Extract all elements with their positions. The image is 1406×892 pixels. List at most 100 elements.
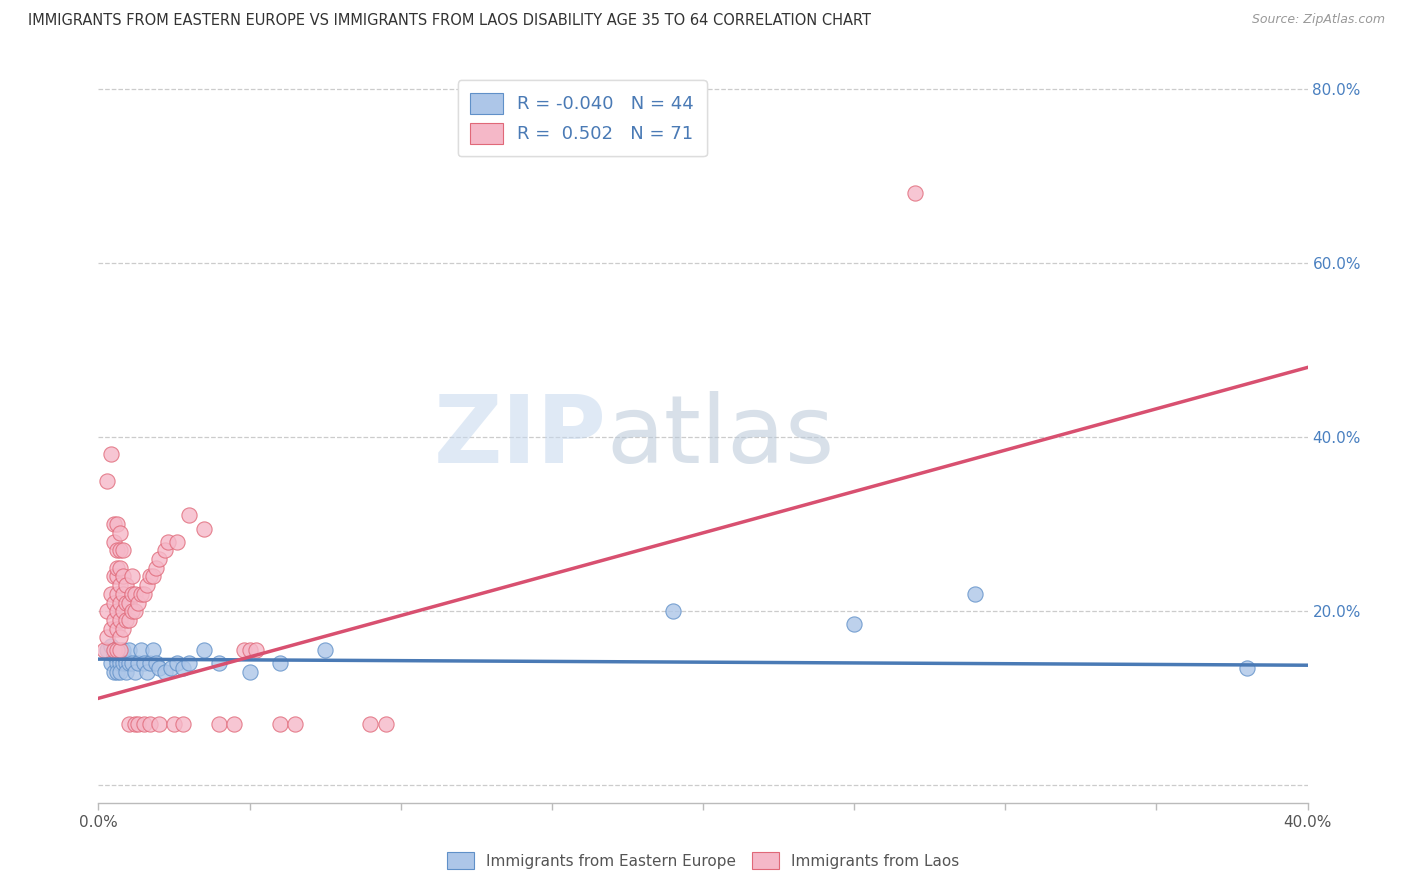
Point: [132, 657, 155, 671]
Legend: R = -0.040   N = 44, R =  0.502   N = 71: R = -0.040 N = 44, R = 0.502 N = 71: [457, 80, 707, 156]
Point: [314, 643, 336, 657]
Point: [105, 622, 128, 636]
Point: [142, 569, 165, 583]
Point: [269, 717, 291, 731]
Point: [111, 604, 134, 618]
Point: [224, 717, 246, 731]
Point: [103, 569, 125, 583]
Point: [108, 643, 131, 657]
Point: [96, 631, 118, 645]
Point: [166, 534, 188, 549]
Point: [118, 717, 141, 731]
Point: [193, 521, 215, 535]
Point: [103, 613, 125, 627]
Legend: Immigrants from Eastern Europe, Immigrants from Laos: Immigrants from Eastern Europe, Immigran…: [440, 846, 966, 875]
Point: [100, 448, 122, 462]
Point: [142, 643, 165, 657]
Point: [360, 717, 382, 731]
Point: [124, 665, 146, 680]
Point: [108, 595, 131, 609]
Point: [111, 569, 134, 583]
Point: [108, 631, 131, 645]
Point: [145, 560, 167, 574]
Point: [103, 643, 125, 657]
Point: [208, 717, 231, 731]
Point: [127, 717, 149, 731]
Point: [111, 587, 134, 601]
Point: [121, 657, 143, 671]
Point: [105, 643, 128, 657]
Point: [132, 717, 155, 731]
Point: [114, 595, 136, 609]
Point: [127, 657, 149, 671]
Point: [103, 643, 125, 657]
Point: [239, 665, 262, 680]
Point: [172, 661, 194, 675]
Point: [118, 595, 141, 609]
Point: [105, 560, 128, 574]
Point: [193, 643, 215, 657]
Point: [135, 578, 157, 592]
Point: [121, 587, 143, 601]
Point: [1236, 661, 1258, 675]
Point: [108, 578, 131, 592]
Point: [108, 613, 131, 627]
Point: [153, 665, 176, 680]
Point: [103, 534, 125, 549]
Point: [132, 587, 155, 601]
Point: [208, 657, 231, 671]
Point: [100, 657, 122, 671]
Point: [179, 657, 201, 671]
Point: [105, 587, 128, 601]
Point: [105, 517, 128, 532]
Text: ZIP: ZIP: [433, 391, 606, 483]
Point: [114, 657, 136, 671]
Point: [103, 595, 125, 609]
Point: [124, 604, 146, 618]
Point: [284, 717, 307, 731]
Point: [108, 560, 131, 574]
Point: [114, 665, 136, 680]
Point: [108, 657, 131, 671]
Point: [105, 665, 128, 680]
Point: [93, 643, 115, 657]
Point: [103, 665, 125, 680]
Point: [124, 587, 146, 601]
Point: [108, 543, 131, 558]
Point: [105, 643, 128, 657]
Point: [269, 657, 291, 671]
Point: [103, 648, 125, 662]
Point: [153, 543, 176, 558]
Point: [111, 543, 134, 558]
Point: [148, 717, 170, 731]
Point: [135, 665, 157, 680]
Point: [179, 508, 201, 523]
Point: [108, 665, 131, 680]
Point: [100, 587, 122, 601]
Point: [129, 587, 152, 601]
Point: [172, 717, 194, 731]
Point: [105, 657, 128, 671]
Point: [111, 622, 134, 636]
Point: [129, 643, 152, 657]
Point: [118, 657, 141, 671]
Point: [148, 661, 170, 675]
Point: [103, 517, 125, 532]
Point: [105, 569, 128, 583]
Point: [239, 643, 262, 657]
Point: [114, 613, 136, 627]
Text: IMMIGRANTS FROM EASTERN EUROPE VS IMMIGRANTS FROM LAOS DISABILITY AGE 35 TO 64 C: IMMIGRANTS FROM EASTERN EUROPE VS IMMIGR…: [28, 13, 872, 29]
Point: [108, 648, 131, 662]
Point: [156, 534, 179, 549]
Point: [904, 186, 927, 201]
Point: [232, 643, 254, 657]
Text: Source: ZipAtlas.com: Source: ZipAtlas.com: [1251, 13, 1385, 27]
Point: [166, 657, 188, 671]
Point: [163, 717, 186, 731]
Point: [127, 595, 149, 609]
Point: [105, 604, 128, 618]
Point: [844, 617, 866, 632]
Point: [160, 661, 183, 675]
Point: [100, 639, 122, 653]
Point: [139, 657, 162, 671]
